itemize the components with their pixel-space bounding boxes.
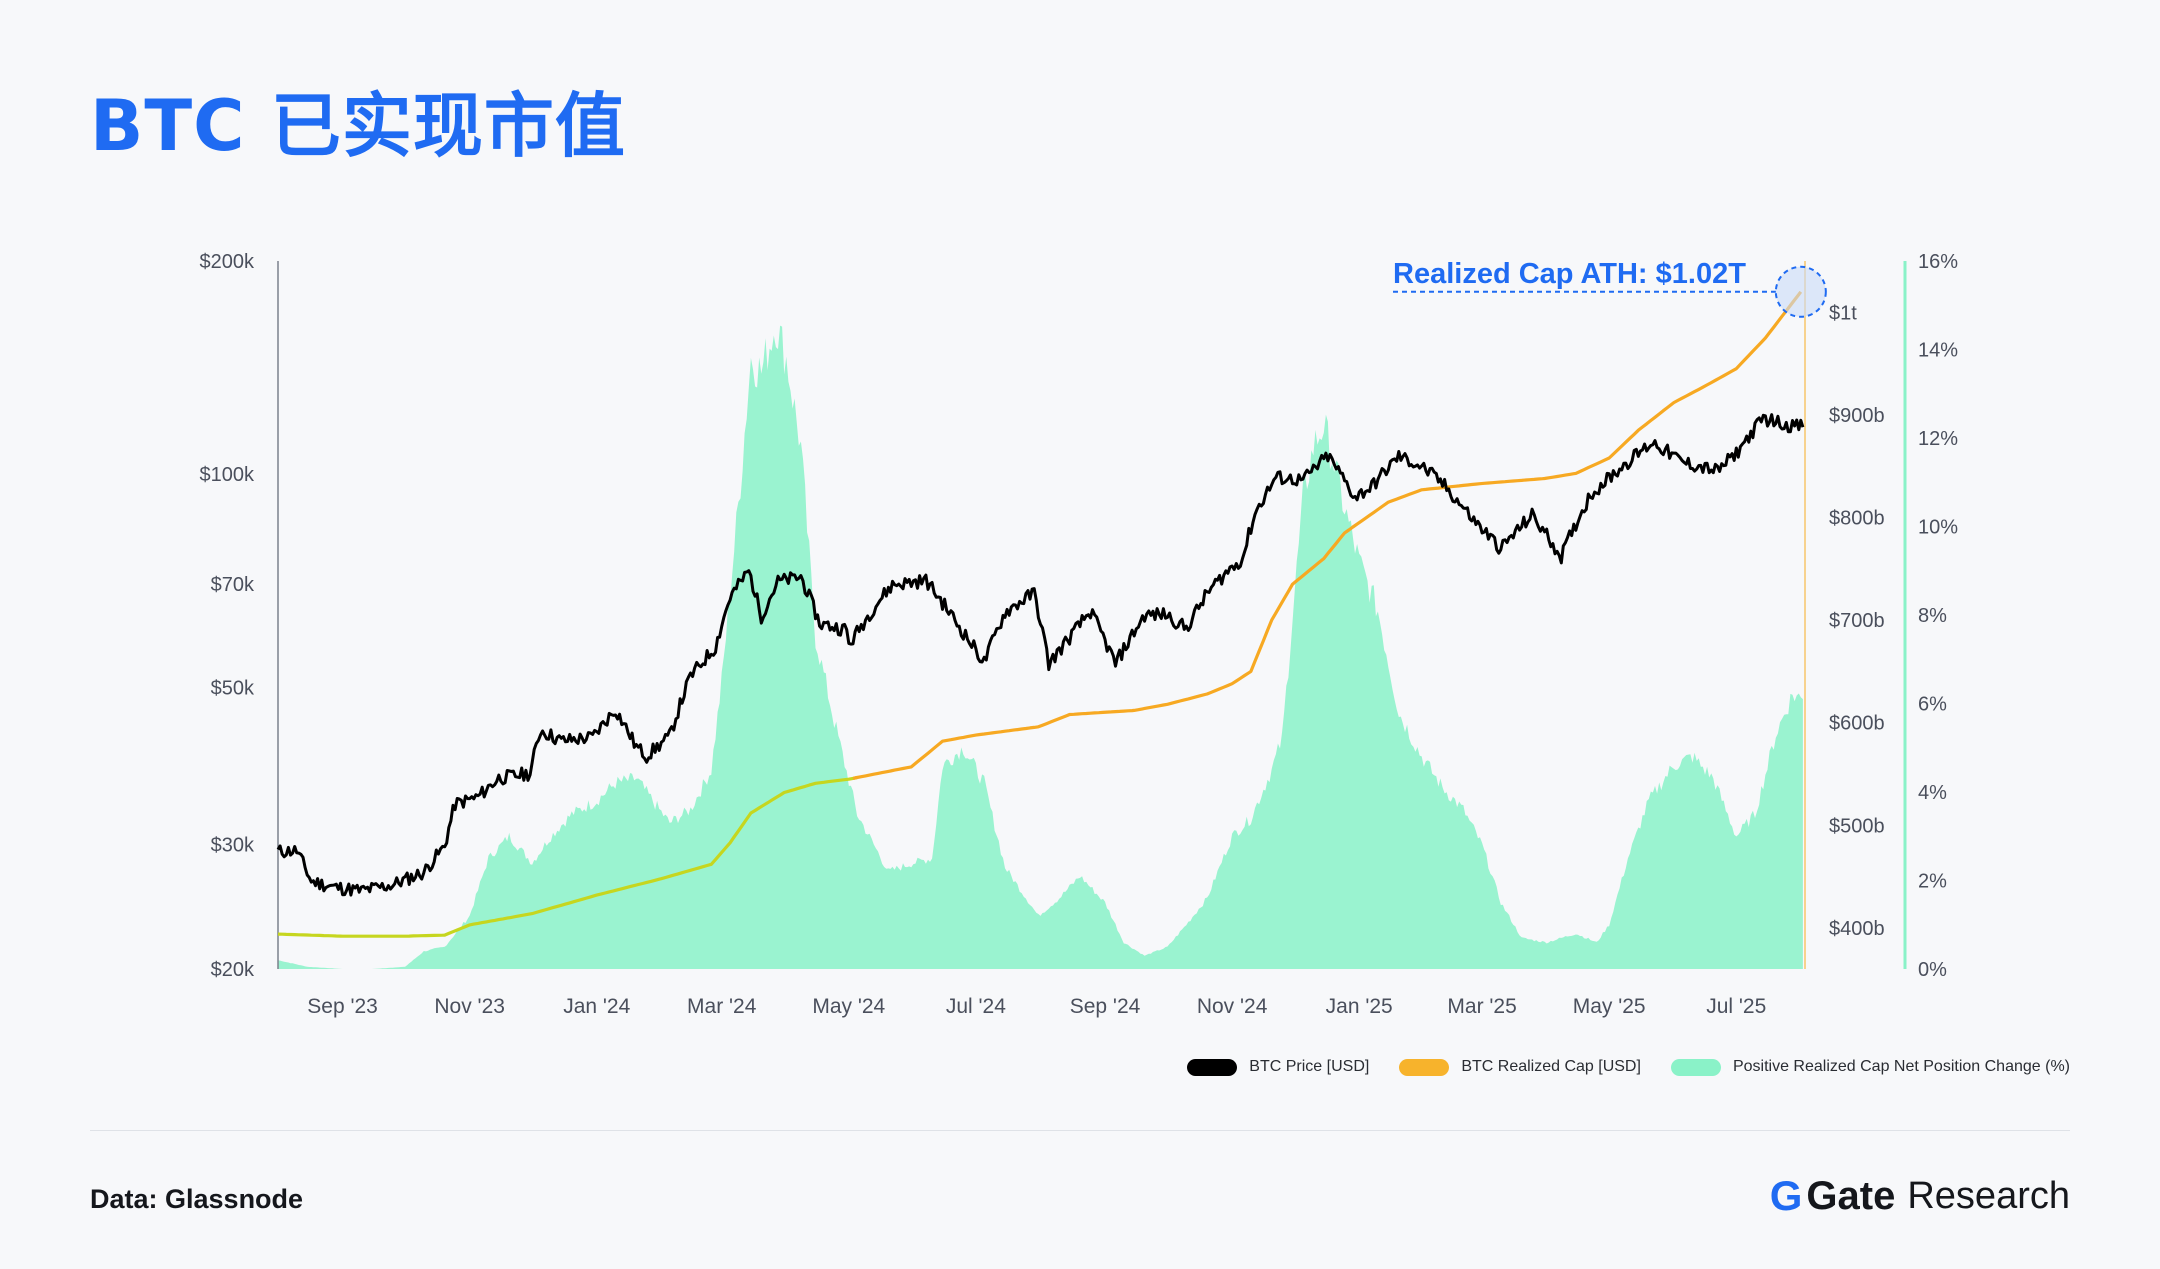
y-left-tick-label: $70k — [211, 574, 255, 596]
net-position-area-layer — [278, 325, 1803, 970]
legend-label-realized-cap: BTC Realized Cap [USD] — [1461, 1058, 1641, 1075]
legend-item-price: BTC Price [USD] — [1187, 1058, 1369, 1076]
y-left-tick-label: $100k — [200, 464, 255, 486]
y-right-pct-tick-label: 14% — [1918, 340, 1958, 362]
y-right-pct-tick-label: 4% — [1918, 782, 1947, 804]
x-tick-label: Jul '25 — [1706, 995, 1766, 1018]
y-left-tick-label: $20k — [211, 959, 255, 981]
y-right-pct-tick-label: 12% — [1918, 428, 1958, 450]
x-tick-label: Mar '25 — [1447, 995, 1516, 1018]
x-tick-label: Jan '25 — [1326, 995, 1393, 1018]
y-right-pct-tick-label: 6% — [1918, 694, 1947, 716]
x-tick-label: Nov '23 — [434, 995, 505, 1018]
legend-swatch-realized-cap — [1399, 1058, 1450, 1076]
x-tick-label: Sep '24 — [1070, 995, 1141, 1018]
y-left-tick-label: $30k — [211, 834, 255, 856]
legend-item-net-position: Positive Realized Cap Net Position Chang… — [1670, 1058, 2070, 1076]
y-right-pct-tick-label: 16% — [1918, 251, 1958, 273]
footer-divider — [90, 1130, 2070, 1131]
y-right-cap-tick-label: $900b — [1829, 405, 1885, 427]
net-position-area — [278, 325, 1803, 970]
axes: $20k $30k $50k $70k $100k $200k $400b $500b $600… — [200, 251, 1959, 1018]
x-tick-label: Mar '24 — [687, 995, 757, 1018]
page-title: BTC 已实现市值 — [90, 85, 626, 167]
x-tick-label: Sep '23 — [307, 995, 378, 1018]
brand-logo: G Gate Research — [1770, 1172, 2070, 1220]
y-right-cap-tick-label: $800b — [1829, 508, 1885, 530]
gate-logo-icon: G — [1769, 1172, 1803, 1219]
y-right-cap-tick-label: $400b — [1829, 918, 1885, 940]
annotation-layer: Realized Cap ATH: $1.02T — [1393, 258, 1827, 318]
y-left-tick-label: $200k — [200, 251, 255, 273]
y-right-pct-tick-label: 0% — [1918, 959, 1947, 981]
data-source: Data: Glassnode — [90, 1184, 304, 1214]
x-tick-label: Nov '24 — [1197, 995, 1268, 1018]
price-layer — [276, 413, 1805, 897]
x-tick-label: May '24 — [812, 995, 885, 1018]
y-right-cap-tick-label: $700b — [1829, 610, 1885, 632]
y-right-pct-tick-label: 8% — [1918, 605, 1947, 627]
y-right-cap-tick-label: $600b — [1829, 713, 1885, 735]
brand-name: Gate — [1806, 1173, 1896, 1218]
ath-annotation-label: Realized Cap ATH: $1.02T — [1393, 258, 1746, 290]
y-right-cap-tick-label: $1t — [1829, 302, 1857, 324]
y-left-tick-label: $50k — [211, 677, 255, 699]
realized-cap-line-early — [277, 775, 858, 938]
realized-cap-line — [852, 290, 1803, 780]
legend-item-realized-cap: BTC Realized Cap [USD] — [1399, 1058, 1641, 1076]
y-right-pct-tick-label: 10% — [1918, 517, 1958, 539]
legend-swatch-net-position — [1670, 1058, 1721, 1076]
x-tick-label: May '25 — [1573, 995, 1646, 1018]
ath-highlight-circle — [1774, 265, 1827, 318]
y-right-cap-tick-label: $500b — [1829, 815, 1885, 837]
x-tick-label: Jul '24 — [946, 995, 1006, 1018]
realized-cap-layer — [277, 290, 1803, 938]
y-right-pct-tick-label: 2% — [1918, 871, 1947, 893]
brand-suffix: Research — [1907, 1174, 2070, 1217]
legend-label-net-position: Positive Realized Cap Net Position Chang… — [1732, 1058, 2070, 1075]
legend-swatch-price — [1187, 1058, 1238, 1076]
legend: BTC Price [USD] BTC Realized Cap [USD] P… — [1187, 1058, 2070, 1076]
x-tick-label: Jan '24 — [563, 995, 630, 1018]
price-line — [276, 413, 1805, 897]
legend-label-price: BTC Price [USD] — [1249, 1058, 1370, 1075]
